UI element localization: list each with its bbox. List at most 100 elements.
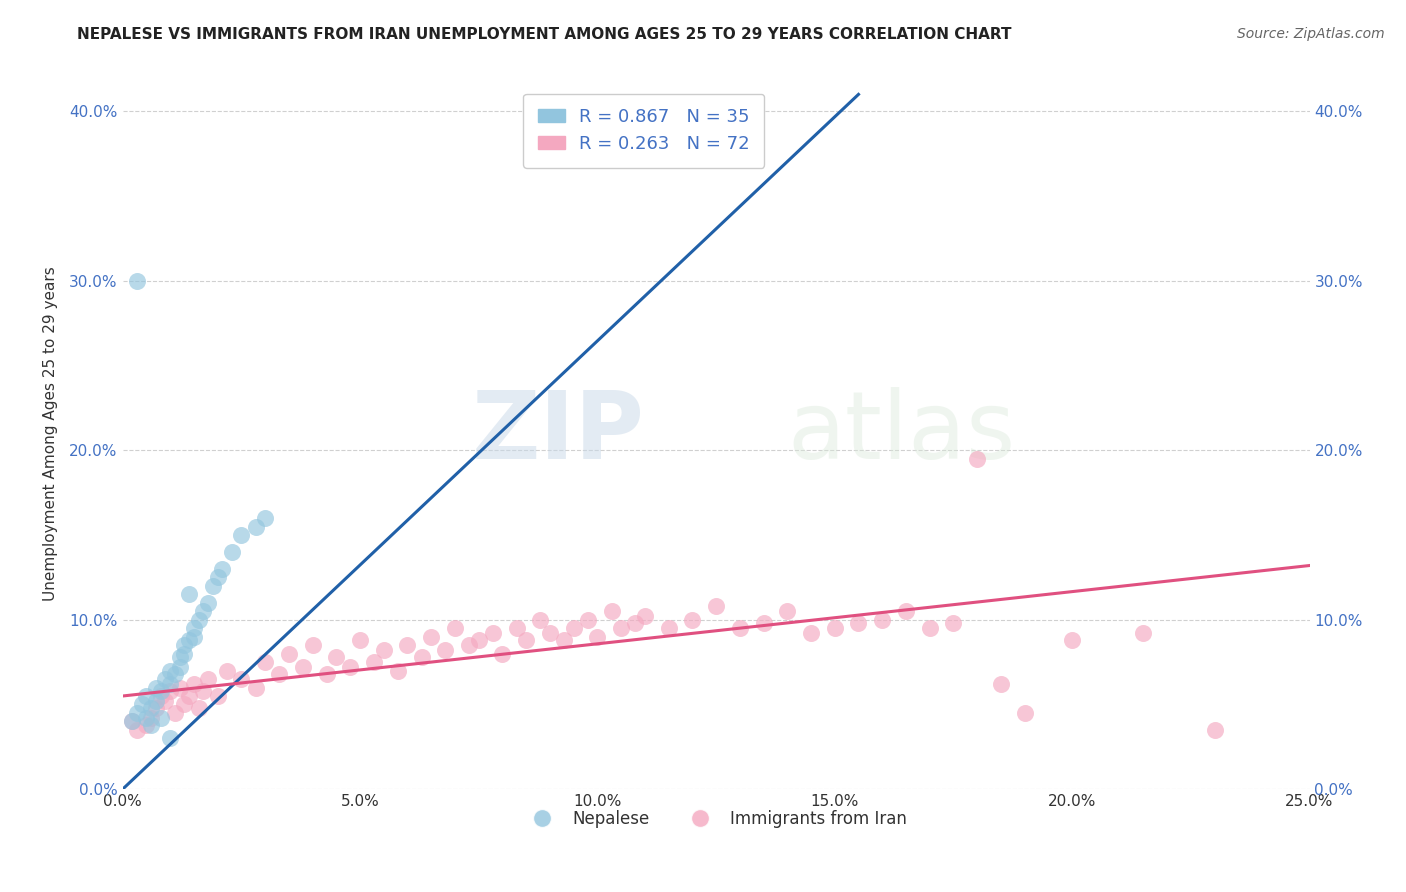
Point <box>163 706 186 720</box>
Point <box>139 718 162 732</box>
Point <box>253 511 276 525</box>
Point <box>131 698 153 712</box>
Point <box>1132 626 1154 640</box>
Point <box>135 718 157 732</box>
Point <box>245 519 267 533</box>
Point <box>193 684 215 698</box>
Point <box>301 638 323 652</box>
Point <box>149 711 172 725</box>
Point <box>420 630 443 644</box>
Point <box>139 711 162 725</box>
Point <box>1204 723 1226 737</box>
Point <box>515 633 537 648</box>
Point <box>193 604 215 618</box>
Point <box>215 664 238 678</box>
Point <box>177 587 200 601</box>
Point <box>145 681 167 695</box>
Point <box>610 621 633 635</box>
Point <box>145 694 167 708</box>
Point <box>169 681 191 695</box>
Point <box>505 621 527 635</box>
Point <box>1062 633 1084 648</box>
Text: Source: ZipAtlas.com: Source: ZipAtlas.com <box>1237 27 1385 41</box>
Point <box>339 660 361 674</box>
Point <box>163 667 186 681</box>
Point <box>538 626 561 640</box>
Point <box>800 626 823 640</box>
Point <box>183 630 205 644</box>
Legend: Nepalese, Immigrants from Iran: Nepalese, Immigrants from Iran <box>519 803 912 834</box>
Point <box>159 677 181 691</box>
Point <box>173 698 195 712</box>
Point <box>231 672 253 686</box>
Point <box>848 616 870 631</box>
Point <box>704 599 727 614</box>
Point <box>658 621 681 635</box>
Point <box>177 689 200 703</box>
Point <box>776 604 799 618</box>
Point <box>491 647 513 661</box>
Point <box>207 689 229 703</box>
Point <box>207 570 229 584</box>
Point <box>183 677 205 691</box>
Point <box>253 655 276 669</box>
Point <box>482 626 505 640</box>
Point <box>121 714 143 729</box>
Y-axis label: Unemployment Among Ages 25 to 29 years: Unemployment Among Ages 25 to 29 years <box>44 266 58 600</box>
Point <box>155 694 177 708</box>
Point <box>177 633 200 648</box>
Point <box>277 647 299 661</box>
Point <box>292 660 315 674</box>
Point <box>187 701 209 715</box>
Point <box>145 701 167 715</box>
Point <box>387 664 409 678</box>
Point <box>125 706 148 720</box>
Point <box>600 604 623 618</box>
Point <box>553 633 575 648</box>
Point <box>990 677 1012 691</box>
Point <box>149 684 172 698</box>
Point <box>529 613 551 627</box>
Point <box>586 630 609 644</box>
Point <box>396 638 419 652</box>
Point <box>173 638 195 652</box>
Text: atlas: atlas <box>787 387 1015 479</box>
Point <box>125 274 148 288</box>
Point <box>121 714 143 729</box>
Point <box>681 613 703 627</box>
Text: ZIP: ZIP <box>472 387 645 479</box>
Point <box>752 616 775 631</box>
Point <box>159 731 181 746</box>
Text: NEPALESE VS IMMIGRANTS FROM IRAN UNEMPLOYMENT AMONG AGES 25 TO 29 YEARS CORRELAT: NEPALESE VS IMMIGRANTS FROM IRAN UNEMPLO… <box>77 27 1012 42</box>
Point <box>197 672 219 686</box>
Point <box>363 655 385 669</box>
Point <box>169 650 191 665</box>
Point <box>1014 706 1036 720</box>
Point <box>325 650 347 665</box>
Point <box>125 723 148 737</box>
Point <box>221 545 243 559</box>
Point <box>173 647 195 661</box>
Point <box>870 613 893 627</box>
Point <box>942 616 965 631</box>
Point <box>183 621 205 635</box>
Point <box>187 613 209 627</box>
Point <box>434 643 457 657</box>
Point <box>576 613 599 627</box>
Point <box>373 643 395 657</box>
Point <box>135 711 157 725</box>
Point <box>211 562 233 576</box>
Point <box>269 667 291 681</box>
Point <box>444 621 467 635</box>
Point <box>315 667 337 681</box>
Point <box>135 689 157 703</box>
Point <box>169 660 191 674</box>
Point <box>139 701 162 715</box>
Point <box>155 672 177 686</box>
Point <box>349 633 371 648</box>
Point <box>159 684 181 698</box>
Point <box>197 596 219 610</box>
Point <box>245 681 267 695</box>
Point <box>458 638 481 652</box>
Point <box>918 621 941 635</box>
